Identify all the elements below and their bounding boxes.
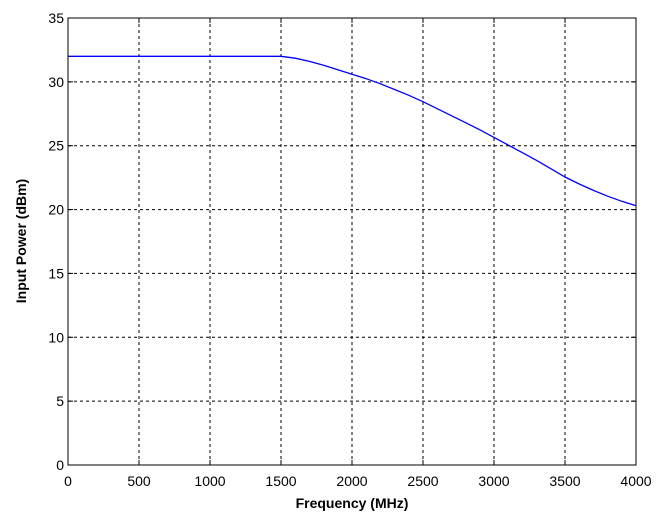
- y-tick-labels: 0 5 10 15 20 25 30 35: [48, 10, 64, 473]
- y-tick-label: 30: [48, 74, 64, 90]
- x-tick-label: 0: [64, 473, 72, 489]
- x-tick-label: 2000: [336, 473, 367, 489]
- grid: [68, 18, 636, 465]
- x-tick-label: 2500: [407, 473, 438, 489]
- series-layer: [68, 55, 637, 207]
- y-tick-label: 25: [48, 138, 64, 154]
- x-tick-labels: 0 500 1000 1500 2000 2500 3000 3500 4000: [64, 473, 652, 489]
- y-tick-label: 0: [56, 457, 64, 473]
- y-tick-label: 20: [48, 202, 64, 218]
- x-axis-label: Frequency (MHz): [296, 495, 409, 511]
- x-tick-label: 1000: [194, 473, 225, 489]
- x-tick-label: 1500: [265, 473, 296, 489]
- y-tick-label: 35: [48, 10, 64, 26]
- x-tick-label: 4000: [620, 473, 651, 489]
- y-tick-label: 5: [56, 393, 64, 409]
- y-tick-label: 10: [48, 329, 64, 345]
- series-line: [68, 55, 637, 207]
- ticks: [67, 17, 637, 466]
- y-axis-label: Input Power (dBm): [13, 179, 29, 303]
- y-tick-label: 15: [48, 265, 64, 281]
- x-tick-label: 3000: [478, 473, 509, 489]
- x-tick-label: 3500: [549, 473, 580, 489]
- x-tick-label: 500: [127, 473, 151, 489]
